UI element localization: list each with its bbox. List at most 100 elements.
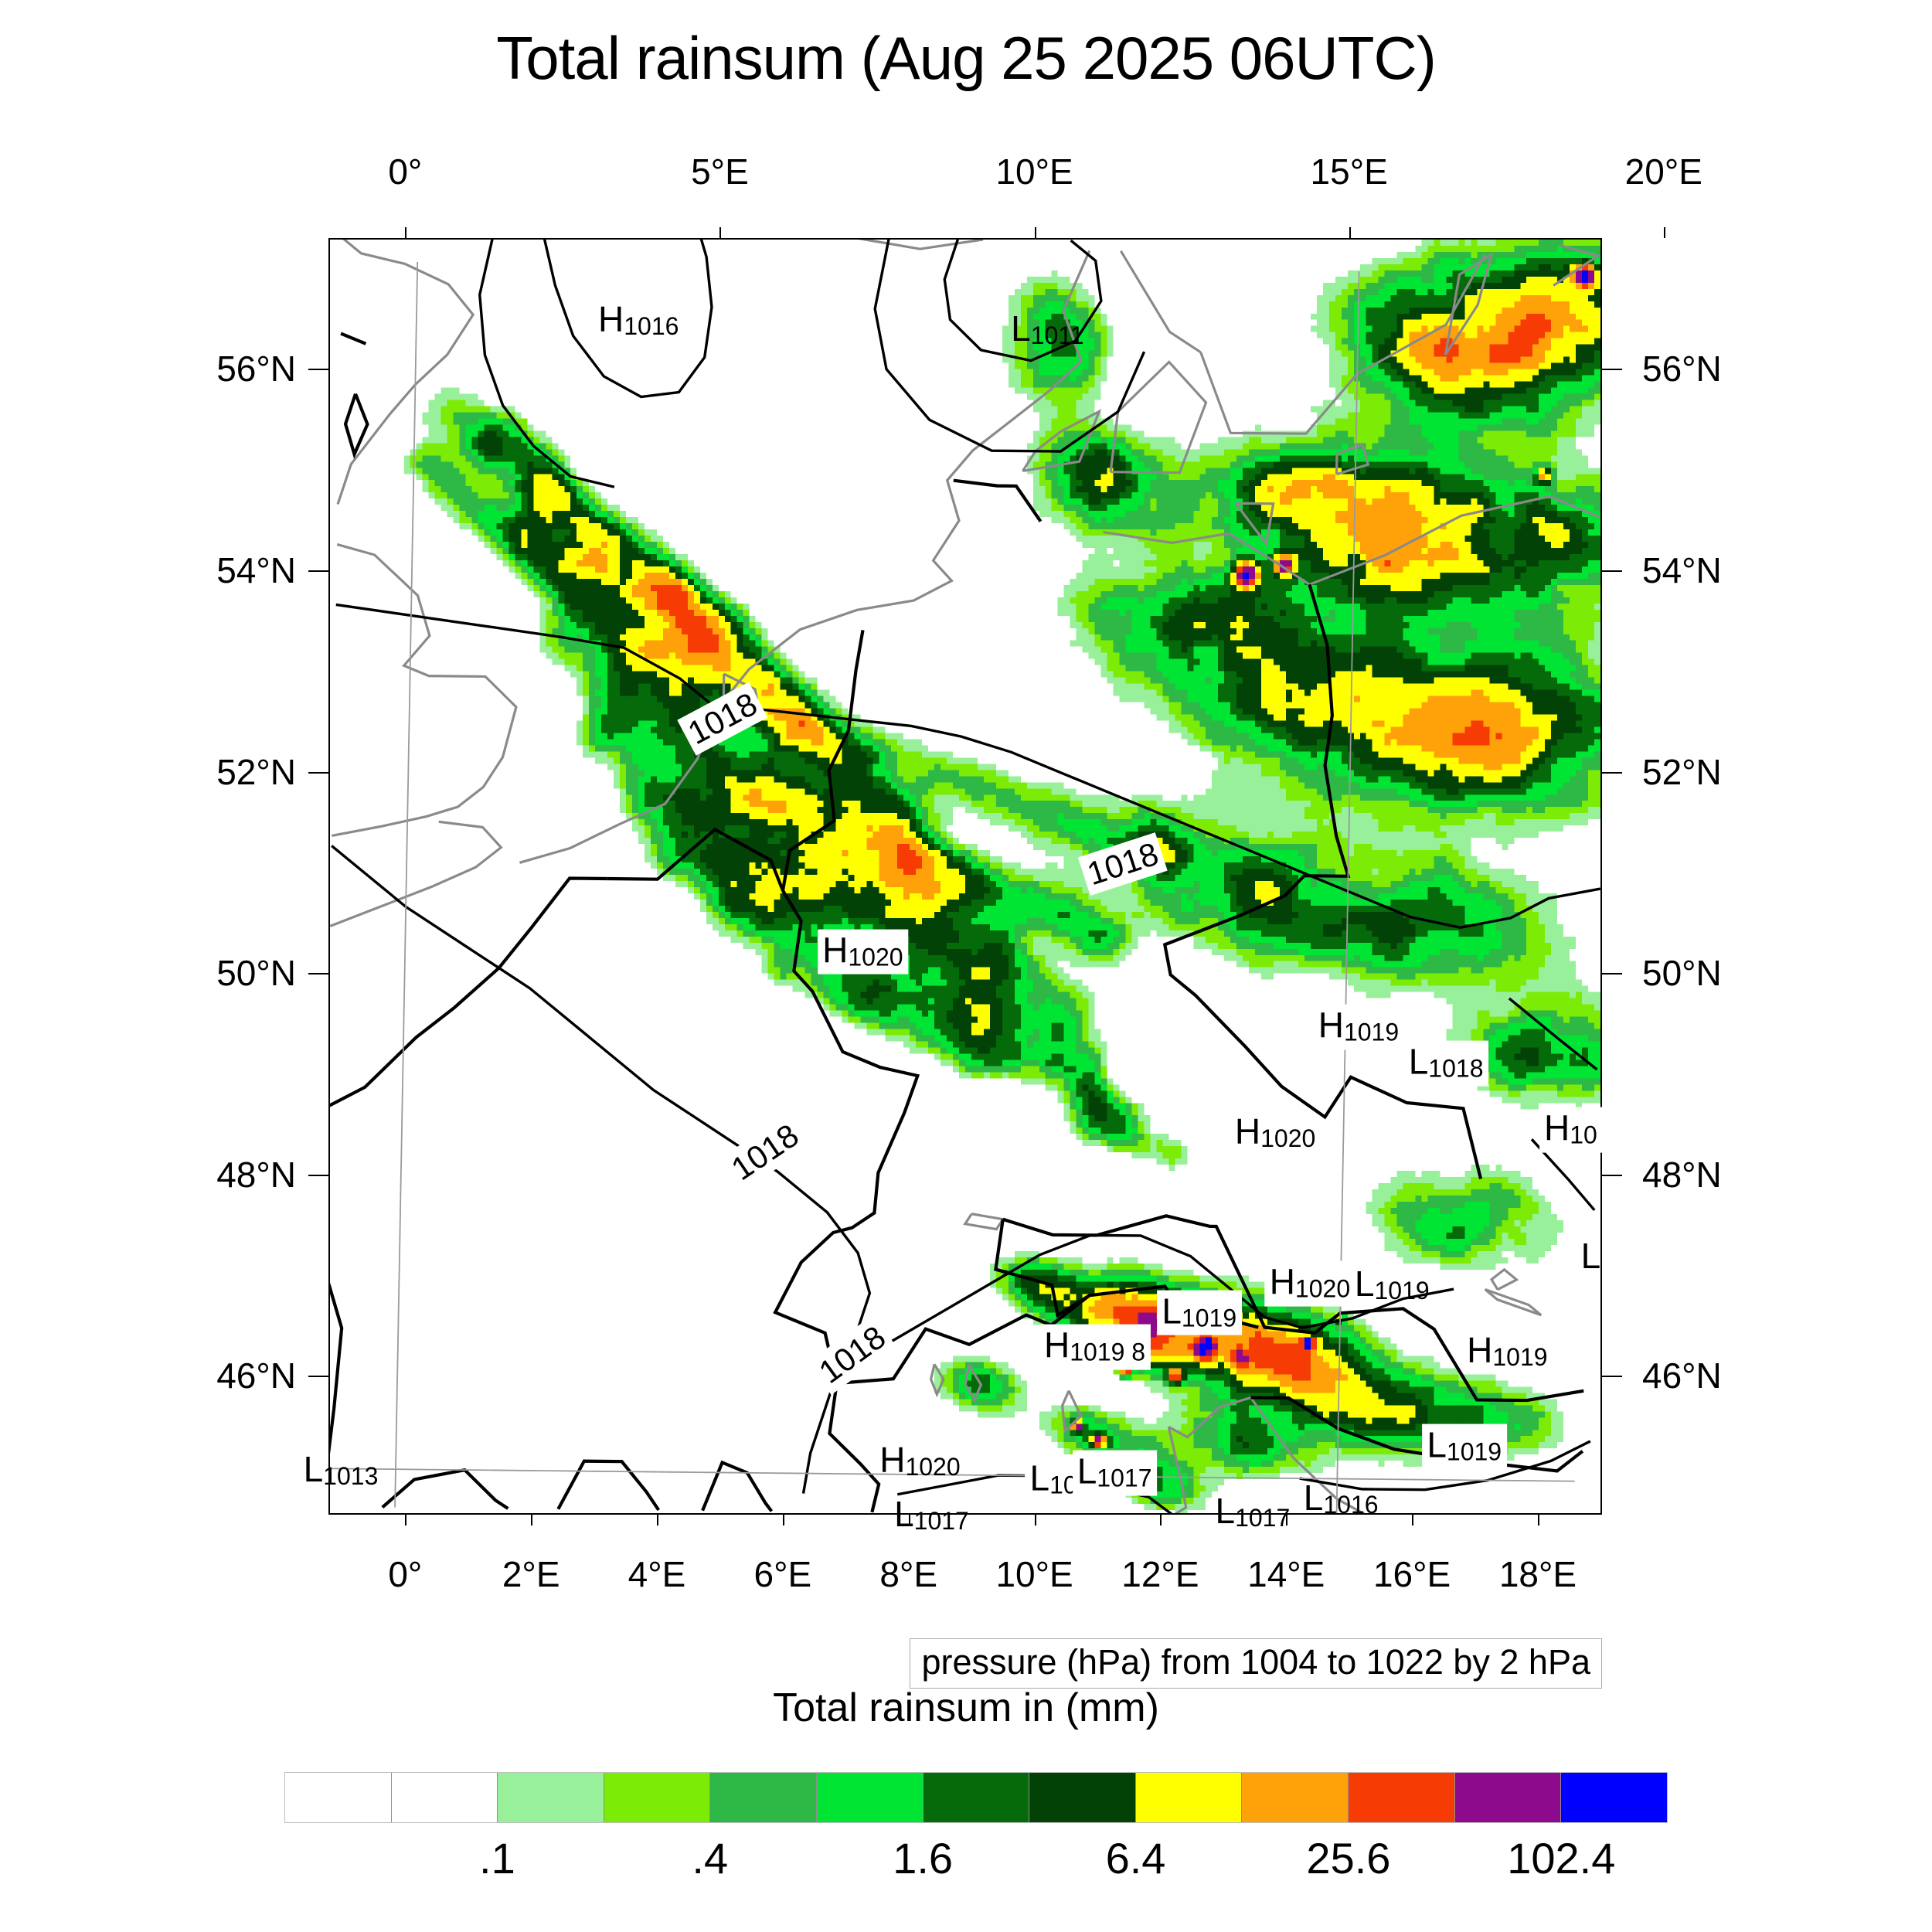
axis-tick [1602,973,1622,975]
colorbar-segment-0[interactable] [285,1773,392,1822]
axis-label-48N: 48°N [1642,1154,1722,1195]
axis-label-48N: 48°N [216,1154,296,1195]
colorbar-segment-8[interactable] [1135,1773,1243,1822]
axis-label-52N: 52°N [216,751,296,792]
low-pressure-label: L [1580,1235,1601,1276]
axis-label-10E: 10°E [995,1554,1073,1594]
axis-label-14E: 14°E [1247,1554,1325,1594]
high-pressure-label: H1020 [879,1440,961,1481]
high-pressure-label: H10 [1539,1107,1603,1153]
colorbar-segment-11[interactable] [1454,1773,1562,1822]
colorbar-segment-5[interactable] [817,1773,923,1822]
map-container [328,238,1602,1515]
colorbar-segment-4[interactable] [710,1773,818,1822]
axis-tick [1034,1515,1036,1526]
low-pressure-label: L1013 [303,1449,379,1491]
axis-label-15E: 15°E [1310,151,1388,192]
colorbar[interactable] [284,1772,1668,1823]
low-pressure-label: L1011 [1011,308,1084,350]
axis-label-2E: 2°E [502,1554,560,1594]
low-pressure-label: L1018 [1403,1040,1489,1087]
axis-tick [1602,1376,1622,1378]
colorbar-segment-10[interactable] [1349,1773,1455,1822]
high-pressure-label: H1020 [1264,1260,1356,1307]
colorbar-tick-p1: .1 [479,1834,515,1883]
colorbar-segment-3[interactable] [604,1773,711,1822]
axis-label-5E: 5°E [691,151,749,192]
colorbar-tick-6p4: 6.4 [1105,1834,1166,1883]
axis-label-10E: 10°E [995,151,1073,192]
colorbar-tick-p4: .4 [692,1834,729,1883]
map-canvas [330,240,1600,1513]
axis-tick [531,1515,533,1526]
axis-tick [1160,1515,1162,1526]
axis-label-6E: 6°E [753,1554,812,1594]
colorbar-segment-7[interactable] [1029,1773,1136,1822]
axis-tick [308,570,328,572]
colorbar-tick-25p6: 25.6 [1306,1834,1391,1883]
axis-tick [1034,227,1036,238]
high-pressure-label: H1016 [598,299,679,341]
map-frame [328,238,1602,1515]
colorbar-tick-1p6: 1.6 [893,1834,954,1883]
axis-tick [908,1515,910,1526]
axis-label-0: 0° [388,151,423,192]
graticule-layer [330,261,1575,1513]
axis-label-50N: 50°N [1642,953,1722,994]
axis-tick [405,227,407,238]
axis-label-56N: 56°N [216,349,296,389]
colorbar-tick-102p4: 102.4 [1507,1834,1616,1883]
high-pressure-label: H1019 [1313,1004,1405,1050]
pressure-contour-note: pressure (hPa) from 1004 to 1022 by 2 hP… [910,1638,1602,1689]
axis-tick [657,1515,659,1526]
axis-tick [405,1515,407,1526]
axis-tick [1349,227,1351,238]
low-pressure-label: L1019 [1354,1264,1430,1304]
axis-label-46N: 46°N [1642,1355,1722,1396]
axis-tick [1286,1515,1288,1526]
axis-tick [1537,1515,1539,1526]
axis-tick [308,1174,328,1176]
page-title: Total rainsum (Aug 25 2025 06UTC) [496,24,1437,92]
colorbar-title: Total rainsum in (mm) [773,1685,1159,1730]
axis-label-12E: 12°E [1121,1554,1199,1594]
colorbar-segment-9[interactable] [1242,1773,1349,1822]
colorbar-tick-labels: .1 .4 1.6 6.4 25.6 102.4 [284,1833,1668,1895]
high-pressure-label: H1020 [1234,1111,1316,1152]
axis-label-54N: 54°N [1642,549,1722,590]
high-pressure-label: H1019 [1467,1330,1548,1372]
axis-tick [1663,227,1665,238]
axis-label-54N: 54°N [216,549,296,590]
axis-label-4E: 4°E [628,1554,686,1594]
axis-tick [1602,570,1622,572]
low-pressure-label: L1017 [1215,1491,1291,1532]
low-pressure-label: L1019 [1157,1290,1243,1336]
axis-tick [308,973,328,975]
colorbar-segment-12[interactable] [1561,1773,1667,1822]
axis-label-0: 0° [388,1554,423,1594]
axis-label-56N: 56°N [1642,349,1722,389]
axis-tick [1602,369,1622,371]
axis-tick [1602,771,1622,774]
axis-tick [719,227,722,238]
axis-label-8E: 8°E [879,1554,938,1594]
axis-tick [308,771,328,774]
axis-label-20E: 20°E [1624,151,1702,192]
axis-tick [782,1515,784,1526]
axis-tick [308,369,328,371]
axis-tick [1412,1515,1414,1526]
axis-label-46N: 46°N [216,1355,296,1396]
low-pressure-label: L1017 [894,1493,969,1535]
axis-label-18E: 18°E [1498,1554,1577,1594]
low-pressure-label: L1019 [1422,1423,1508,1469]
axis-tick [308,1376,328,1378]
colorbar-segment-1[interactable] [391,1773,498,1822]
low-pressure-label: L1016 [1303,1478,1379,1519]
high-pressure-label: H1019 8 [1039,1324,1151,1370]
colorbar-segment-2[interactable] [498,1773,604,1822]
axis-label-16E: 16°E [1372,1554,1451,1594]
axis-label-50N: 50°N [216,953,296,994]
colorbar-segment-6[interactable] [923,1773,1030,1822]
low-pressure-label: L1017 [1072,1450,1158,1496]
high-pressure-label: H1020 [818,929,909,975]
